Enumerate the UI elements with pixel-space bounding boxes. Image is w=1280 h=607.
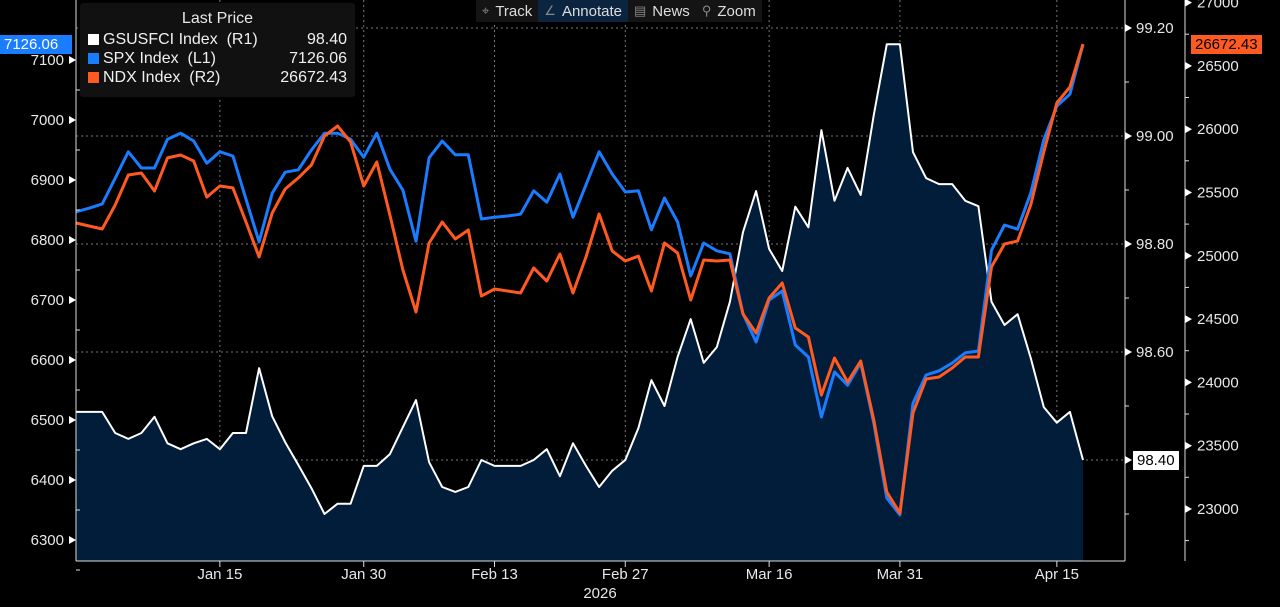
- x-tick-label: Jan 15: [197, 566, 242, 583]
- news-button[interactable]: ▤ News: [628, 0, 696, 22]
- legend-swatch: [88, 53, 99, 64]
- r1-tick-marker: [1125, 348, 1132, 356]
- legend-swatch: [88, 72, 99, 83]
- legend-value: 7126.06: [289, 49, 347, 67]
- x-tick-label: Feb 13: [471, 566, 518, 583]
- r2-tick-label: 26500: [1197, 58, 1239, 75]
- left-tick-label: 6300: [31, 532, 64, 549]
- spx-last-price-flag: 7126.06: [0, 35, 72, 54]
- left-tick-marker: [69, 536, 76, 544]
- gsusfci-last-price-flag: 98.40: [1133, 451, 1179, 470]
- r2-tick-marker: [1185, 378, 1192, 387]
- x-tick-label: Jan 30: [341, 566, 386, 583]
- newspaper-icon: ▤: [634, 3, 647, 18]
- left-tick-label: 7000: [31, 112, 64, 129]
- left-tick-label: 6500: [31, 412, 64, 429]
- legend-value: 98.40: [306, 30, 347, 48]
- x-tick-label: Apr 15: [1035, 566, 1079, 583]
- legend-swatch: [88, 34, 99, 45]
- magnifier-icon: ⚲: [701, 3, 712, 18]
- series-line-spx-index: [75, 44, 1085, 517]
- r1-tick-marker: [1125, 240, 1132, 248]
- axes: 6300 6400 6500 6600 6700 6800 6900 7000 7100 98.6…: [31, 0, 1239, 602]
- r2-tick-label: 23500: [1197, 438, 1239, 455]
- annotate-label: Annotate: [561, 2, 622, 20]
- gsusfci-area-fill: [76, 44, 1083, 561]
- r2-tick-marker: [1185, 188, 1192, 197]
- x-tick-label: Feb 27: [602, 566, 649, 583]
- left-tick-marker: [69, 56, 76, 64]
- r1-tick-label: 99.00: [1136, 128, 1174, 145]
- left-tick-label: 7100: [31, 52, 64, 69]
- r2-tick-marker: [1185, 251, 1192, 260]
- r1-tick-label: 98.80: [1136, 236, 1174, 253]
- left-tick-marker: [69, 356, 76, 364]
- r2-tick-marker: [1185, 441, 1192, 450]
- r2-tick-marker: [1185, 505, 1192, 513]
- left-tick-label: 6700: [31, 292, 64, 309]
- news-label: News: [652, 2, 690, 20]
- legend-value: 26672.43: [280, 68, 347, 86]
- track-label: Track: [495, 2, 533, 20]
- pencil-icon: ∠: [544, 3, 556, 18]
- legend-name: GSUSFCI Index (R1): [103, 30, 258, 48]
- r2-tick-marker: [1185, 315, 1192, 324]
- legend-entry-spx[interactable]: SPX Index (L1) 7126.06: [80, 49, 355, 68]
- series-line-gsusfci-index: [76, 43, 1084, 515]
- series-line-ndx-index: [75, 43, 1085, 515]
- legend-name: NDX Index (R2): [103, 68, 221, 86]
- legend-title: Last Price: [181, 10, 254, 27]
- crosshair-icon: ⌖: [482, 3, 490, 18]
- r2-tick-label: 27000: [1197, 0, 1239, 12]
- r1-tick-marker: [1125, 132, 1132, 140]
- r2-tick-marker: [1185, 61, 1192, 70]
- x-tick-label: Mar 31: [877, 566, 924, 583]
- r2-tick-label: 25500: [1197, 185, 1239, 202]
- r2-tick-label: 24000: [1197, 374, 1239, 391]
- r2-tick-marker: [1185, 0, 1192, 7]
- track-button[interactable]: ⌖ Track: [476, 0, 538, 22]
- r2-tick-label: 23000: [1197, 501, 1239, 518]
- left-tick-label: 6900: [31, 172, 64, 189]
- left-tick-marker: [69, 416, 76, 424]
- x-year-label: 2026: [583, 585, 616, 602]
- left-tick-label: 6800: [31, 232, 64, 249]
- left-tick-label: 6600: [31, 352, 64, 369]
- chart-toolbar: ⌖ Track ∠ Annotate ▤ News ⚲ Zoom: [476, 0, 762, 22]
- r1-tick-marker: [1125, 456, 1132, 464]
- r1-tick-label: 99.20: [1136, 20, 1174, 37]
- r2-tick-label: 25000: [1197, 248, 1239, 265]
- r1-tick-label: 98.60: [1136, 344, 1174, 361]
- legend-name: SPX Index (L1): [103, 49, 216, 67]
- legend-entry-gsusfci[interactable]: GSUSFCI Index (R1) 98.40: [80, 30, 355, 49]
- x-tick-label: Mar 16: [746, 566, 793, 583]
- left-tick-marker: [69, 236, 76, 244]
- left-tick-label: 6400: [31, 472, 64, 489]
- legend-entry-ndx[interactable]: NDX Index (R2) 26672.43: [80, 68, 355, 87]
- left-tick-marker: [69, 116, 76, 124]
- left-tick-marker: [69, 176, 76, 184]
- r1-tick-marker: [1125, 24, 1132, 32]
- r2-tick-marker: [1185, 125, 1192, 134]
- series-lines: [75, 43, 1085, 517]
- left-tick-marker: [69, 296, 76, 304]
- legend: Last Price GSUSFCI Index (R1) 98.40 SPX I…: [80, 3, 355, 97]
- zoom-button[interactable]: ⚲ Zoom: [696, 0, 762, 22]
- r2-tick-label: 26000: [1197, 121, 1239, 138]
- zoom-label: Zoom: [717, 2, 756, 20]
- gsusfci-area: [76, 44, 1083, 561]
- left-tick-marker: [69, 476, 76, 484]
- r2-tick-label: 24500: [1197, 311, 1239, 328]
- annotate-button[interactable]: ∠ Annotate: [538, 0, 628, 22]
- ndx-last-price-flag: 26672.43: [1191, 35, 1262, 54]
